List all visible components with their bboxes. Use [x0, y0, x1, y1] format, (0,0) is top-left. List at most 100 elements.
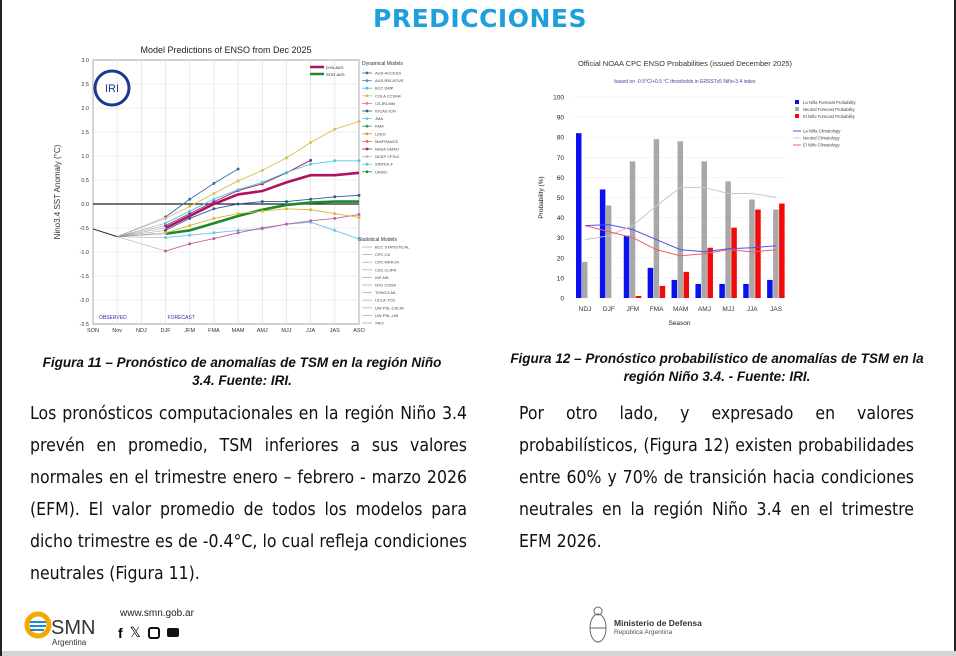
data-point — [188, 204, 192, 208]
y-tick-label: 0.0 — [81, 202, 89, 208]
legend-marker — [365, 71, 369, 75]
website-link[interactable]: www.smn.gob.ar — [120, 608, 194, 619]
legend-marker — [365, 140, 369, 143]
bar-neutral — [605, 205, 612, 298]
x-tick-label: MAM — [673, 306, 688, 313]
bar-la-nina — [576, 133, 582, 298]
legend-label: NCEP CFSv2 — [375, 154, 400, 159]
legend-label: Neutral Forecast Probability — [803, 107, 856, 112]
legend-label: CSU CLIPR — [375, 267, 396, 272]
x-tick-label: FMA — [650, 306, 664, 313]
y-tick-label: -2.0 — [80, 298, 89, 304]
x-tick-label: ASO — [353, 328, 365, 334]
model-connector — [117, 236, 166, 238]
legend-marker — [365, 147, 369, 151]
data-point — [284, 156, 288, 160]
bar-la-nina — [647, 267, 654, 298]
youtube-icon[interactable] — [166, 628, 179, 637]
x-tick-label: MJJ — [281, 328, 291, 334]
legend-label: La Niña Forecast Probability — [803, 100, 857, 105]
legend-label: UW PSL-CSLIM — [375, 305, 404, 310]
bar-el-nino — [683, 271, 690, 298]
data-point — [357, 213, 361, 217]
model-connector — [117, 222, 166, 237]
bar-la-nina — [623, 235, 630, 298]
data-point — [212, 231, 216, 235]
model-connector — [117, 225, 166, 237]
legend-label: UCLA-TCD — [375, 298, 395, 303]
data-point — [284, 207, 288, 211]
argentina-coat-of-arms-icon — [589, 606, 607, 643]
figure-11-caption: Figura 11 – Pronóstico de anomalías de T… — [42, 355, 442, 388]
legend-label: MetFRANCE — [375, 139, 398, 144]
y-tick-label: 1.5 — [81, 130, 89, 136]
iri-logo — [93, 69, 131, 107]
footer: SMN Argentina www.smn.gob.ar f 𝕏 Ministe… — [2, 600, 956, 656]
data-point — [212, 181, 216, 185]
x-tick-label: AMJ — [698, 306, 711, 313]
bar-el-nino — [779, 203, 785, 298]
bar-el-nino — [635, 295, 642, 298]
legend-label: SINTEX-F — [375, 162, 394, 167]
y-tick-label: 2.0 — [81, 106, 89, 112]
legend-label: El Niño Forecast Probability — [803, 114, 856, 119]
data-point — [188, 212, 192, 216]
x-tick-label: MAM — [232, 328, 245, 334]
x-tick-label: NDJ — [579, 306, 592, 313]
legend-label: NTU CODA — [375, 283, 396, 288]
legend-marker — [365, 124, 369, 128]
bar-neutral — [773, 209, 779, 298]
x-axis-label: Season — [668, 320, 690, 327]
x-tick-label: AMJ — [257, 328, 268, 334]
data-point — [212, 200, 216, 204]
facebook-icon[interactable]: f — [118, 624, 123, 641]
climatology-line-neutral — [584, 186, 777, 241]
legend-swatch — [795, 100, 799, 104]
data-point — [188, 242, 192, 246]
legend-label: JMA — [375, 116, 383, 121]
x-tick-label: JAS — [770, 306, 783, 313]
data-point — [164, 231, 168, 235]
legend-label: CPC CA — [375, 252, 390, 257]
x-tick-label: JJA — [747, 306, 759, 313]
data-point — [164, 224, 168, 228]
data-point — [212, 197, 216, 201]
instagram-icon[interactable] — [147, 626, 160, 639]
bar-neutral — [725, 181, 731, 298]
legend-marker — [365, 109, 369, 113]
y-tick-label: 100 — [553, 95, 564, 102]
data-point — [236, 212, 240, 216]
x-tick-label: DJF — [603, 306, 615, 313]
data-point — [284, 222, 288, 226]
legend-marker — [365, 117, 369, 120]
data-point — [236, 202, 240, 206]
data-point — [260, 168, 264, 172]
bar-la-nina — [599, 189, 606, 298]
legend-marker — [365, 86, 369, 90]
bar-neutral — [749, 199, 755, 298]
legend-label: LDEO — [375, 131, 386, 136]
forecast-label: FORECAST — [168, 315, 195, 321]
y-tick-label: 70 — [557, 155, 565, 162]
bar-la-nina — [695, 283, 701, 298]
legend-label: BCC DMP — [375, 86, 394, 91]
data-point — [212, 237, 216, 241]
bar-neutral — [582, 261, 588, 298]
legend-label: UKMO — [375, 169, 387, 174]
data-point — [309, 158, 313, 162]
legend-marker — [365, 162, 369, 166]
climatology-line-el-nino — [584, 225, 777, 257]
data-point — [284, 200, 288, 204]
data-point — [212, 191, 216, 195]
data-point — [309, 141, 313, 145]
data-point — [357, 193, 361, 197]
observed-line — [92, 228, 118, 238]
y-tick-label: 1.0 — [81, 154, 89, 160]
data-point — [260, 209, 264, 213]
chart-subtitle: based on -0.5°C/+0.5 °C thresholds in ER… — [614, 79, 756, 85]
x-icon[interactable]: 𝕏 — [129, 624, 141, 640]
legend-label: TONGJI-ML — [375, 290, 397, 295]
bar-el-nino — [659, 285, 666, 298]
legend-label: AUS-RELATIVE — [375, 78, 404, 83]
data-point — [236, 231, 240, 235]
